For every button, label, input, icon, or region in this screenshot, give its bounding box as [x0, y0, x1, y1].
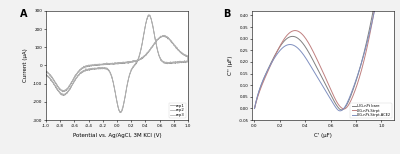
X-axis label: Potential vs. Ag/AgCl, 3M KCl (V): Potential vs. Ag/AgCl, 3M KCl (V): [73, 133, 161, 138]
LIG-nPt bare: [324, 85, 329, 87]
rep2: [140, 43, 144, 45]
rep2: [146, 14, 151, 16]
rep2: [92, 68, 96, 70]
Legend: LIG-nPt bare, LIG-nPt-Strpt, LIG-nPt-Strpt-ACE2: LIG-nPt bare, LIG-nPt-Strpt, LIG-nPt-Str…: [350, 103, 392, 118]
rep3: [140, 43, 144, 45]
rep1: [92, 68, 96, 70]
rep2: [44, 74, 48, 76]
rep2: [118, 111, 123, 113]
Y-axis label: Current (μA): Current (μA): [22, 49, 28, 82]
rep3: [44, 74, 48, 76]
rep1: [44, 71, 48, 73]
rep2: [178, 51, 183, 53]
LIG-nPt bare: [315, 68, 320, 70]
rep3: [118, 111, 123, 113]
Text: B: B: [224, 9, 231, 19]
rep1: [44, 74, 48, 76]
Line: rep1: rep1: [46, 16, 188, 113]
LIG-nPt-Strpt-ACE2: [338, 110, 342, 112]
LIG-nPt-Strpt-ACE2: [315, 77, 320, 79]
LIG-nPt bare: [339, 109, 344, 111]
Text: A: A: [20, 9, 28, 19]
LIG-nPt-Strpt: [315, 60, 320, 62]
rep3: [178, 50, 183, 52]
rep1: [81, 71, 86, 72]
rep1: [167, 63, 172, 65]
rep1: [140, 43, 144, 45]
LIG-nPt bare: [331, 99, 336, 101]
LIG-nPt-Strpt-ACE2: [324, 91, 329, 93]
LIG-nPt-Strpt: [324, 79, 329, 81]
rep3: [92, 67, 96, 69]
LIG-nPt bare: [362, 52, 366, 54]
Line: rep3: rep3: [46, 15, 188, 112]
rep3: [81, 70, 86, 72]
rep2: [81, 70, 86, 72]
rep3: [167, 62, 172, 64]
rep2: [44, 71, 48, 73]
Line: LIG-nPt bare: LIG-nPt bare: [254, 0, 388, 110]
rep3: [146, 14, 151, 16]
LIG-nPt bare: [252, 107, 257, 109]
LIG-nPt bare: [316, 70, 321, 72]
rep1: [118, 112, 123, 114]
LIG-nPt-Strpt-ACE2: [316, 78, 321, 80]
Line: rep2: rep2: [46, 15, 188, 112]
Line: LIG-nPt-Strpt: LIG-nPt-Strpt: [254, 0, 388, 109]
rep1: [178, 51, 183, 53]
LIG-nPt-Strpt: [362, 60, 366, 62]
rep1: [172, 45, 177, 47]
rep2: [167, 62, 172, 64]
Y-axis label: C'' (μF): C'' (μF): [228, 56, 233, 75]
rep3: [44, 70, 48, 72]
rep1: [147, 15, 152, 16]
X-axis label: C' (μF): C' (μF): [314, 133, 332, 138]
rep3: [172, 44, 177, 46]
LIG-nPt-Strpt: [252, 107, 257, 109]
LIG-nPt-Strpt-ACE2: [331, 103, 336, 105]
Line: LIG-nPt-Strpt-ACE2: LIG-nPt-Strpt-ACE2: [254, 0, 388, 111]
rep2: [172, 45, 177, 46]
LIG-nPt-Strpt-ACE2: [252, 107, 257, 109]
LIG-nPt-Strpt: [342, 108, 346, 110]
Legend: rep1, rep2, rep3: rep1, rep2, rep3: [169, 103, 186, 118]
LIG-nPt-Strpt: [316, 62, 321, 64]
LIG-nPt-Strpt: [331, 95, 336, 97]
LIG-nPt-Strpt-ACE2: [362, 54, 366, 55]
